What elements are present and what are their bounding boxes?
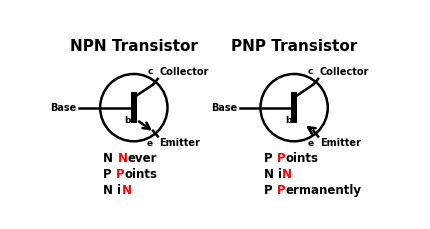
Text: b: b <box>125 116 131 125</box>
Text: P: P <box>264 185 276 197</box>
Text: Emitter: Emitter <box>320 138 361 148</box>
Text: Collector: Collector <box>160 67 209 77</box>
Text: N: N <box>103 153 117 165</box>
Text: c: c <box>147 67 153 76</box>
Text: P: P <box>116 169 125 181</box>
Text: N: N <box>117 153 127 165</box>
Text: NPN Transistor: NPN Transistor <box>70 39 198 54</box>
Bar <box>131 92 137 123</box>
Text: Collector: Collector <box>320 67 369 77</box>
Text: Base: Base <box>50 103 77 113</box>
Text: oints: oints <box>125 169 158 181</box>
Text: ermanently: ermanently <box>285 185 361 197</box>
Text: oints: oints <box>285 153 318 165</box>
Text: P: P <box>276 185 285 197</box>
Text: N: N <box>122 185 132 197</box>
Text: P: P <box>103 169 116 181</box>
Text: N: N <box>282 169 292 181</box>
Text: e: e <box>147 139 153 148</box>
Text: Base: Base <box>211 103 237 113</box>
Text: N: N <box>264 169 278 181</box>
Text: PNP Transistor: PNP Transistor <box>231 39 357 54</box>
Text: i: i <box>117 185 122 197</box>
Text: i: i <box>278 169 282 181</box>
Text: N: N <box>103 185 117 197</box>
Text: P: P <box>264 153 276 165</box>
Text: P: P <box>276 153 285 165</box>
Text: ever: ever <box>127 153 157 165</box>
Bar <box>291 92 297 123</box>
Text: b: b <box>285 116 291 125</box>
Text: c: c <box>308 67 313 76</box>
Text: Emitter: Emitter <box>160 138 200 148</box>
Text: e: e <box>307 139 313 148</box>
